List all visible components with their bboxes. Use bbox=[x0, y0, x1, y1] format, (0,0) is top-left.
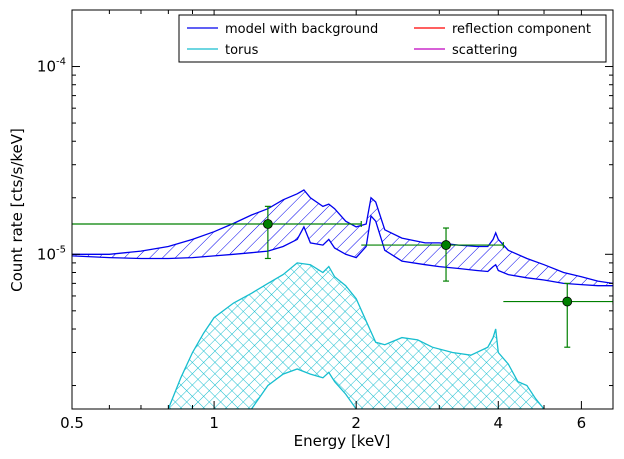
point-marker bbox=[441, 240, 451, 250]
x-tick-label: 0.5 bbox=[60, 414, 84, 432]
series-band-torus bbox=[168, 262, 545, 409]
x-axis-title: Energy [keV] bbox=[294, 432, 391, 450]
axis-ticks: 0.5 1 2 4 6 10-5 10-4 bbox=[37, 9, 614, 432]
legend: model with background reflection compone… bbox=[178, 14, 607, 63]
legend-label-scattering: scattering bbox=[452, 43, 518, 58]
y-tick-label: 10-5 bbox=[37, 244, 66, 263]
x-tick-label: 6 bbox=[577, 414, 587, 432]
point-marker bbox=[262, 219, 273, 229]
point-marker bbox=[562, 296, 573, 307]
legend-label-reflection: reflection component bbox=[452, 22, 591, 37]
series-band-model-with-background bbox=[72, 190, 613, 286]
data-point-1 bbox=[361, 227, 504, 282]
legend-label-torus: torus bbox=[225, 43, 259, 58]
data-point-2 bbox=[503, 282, 613, 348]
x-tick-label: 1 bbox=[209, 414, 219, 432]
series-lower-model-with-background bbox=[72, 214, 613, 287]
y-axis-title: Count rate [cts/s/keV] bbox=[8, 128, 26, 292]
series-upper-model-with-background bbox=[72, 189, 613, 285]
x-tick-label: 2 bbox=[351, 414, 361, 432]
legend-label-model: model with background bbox=[225, 22, 378, 37]
plot-area bbox=[72, 189, 613, 409]
series-upper-torus bbox=[167, 262, 545, 409]
plot-frame bbox=[71, 9, 614, 410]
y-tick-label: 10-4 bbox=[37, 57, 66, 76]
legend-box bbox=[178, 14, 607, 63]
data-point-0 bbox=[72, 205, 362, 260]
x-tick-label: 4 bbox=[494, 414, 504, 432]
data-points bbox=[72, 205, 613, 348]
